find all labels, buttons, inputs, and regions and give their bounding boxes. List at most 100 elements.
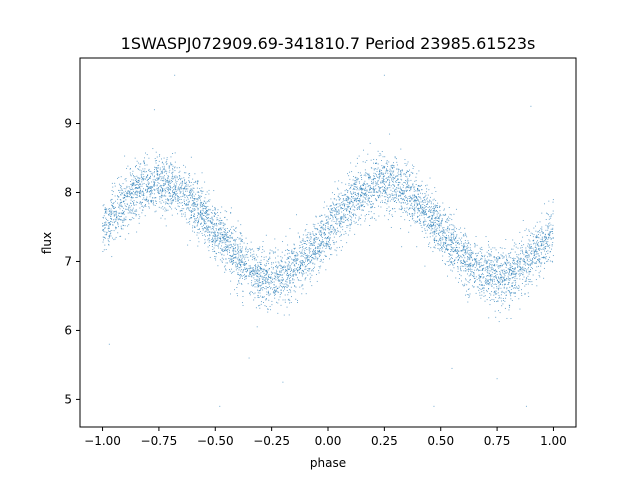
data-point [187,197,189,199]
data-point [112,212,114,214]
data-point [343,200,345,201]
data-point [287,257,288,259]
data-point [511,270,513,272]
data-point [371,207,373,209]
data-point [350,193,352,195]
data-point [325,245,327,247]
data-point [148,168,150,170]
data-point [326,244,328,246]
data-point [106,212,108,214]
data-point [413,220,415,222]
data-point [310,236,312,238]
data-point [309,256,311,257]
data-point [435,218,437,220]
data-point [452,242,454,244]
data-point [497,256,499,258]
data-point [256,272,258,274]
data-point [453,213,455,215]
data-point [363,149,364,151]
data-point [339,236,341,238]
data-point [302,238,304,240]
data-point [145,188,147,190]
data-point [500,265,502,267]
data-point [399,174,401,176]
data-point [510,269,512,271]
data-point [304,250,306,252]
data-point [366,173,368,174]
data-point [217,215,219,216]
data-point [136,201,138,203]
data-point [370,207,372,209]
data-point [177,197,179,199]
data-point [535,269,537,271]
data-point [240,240,242,242]
data-point [178,171,180,173]
data-point [340,223,342,225]
data-point [358,219,359,221]
data-point [252,248,253,250]
data-point [434,231,436,233]
data-point [162,189,164,191]
data-point [289,276,291,278]
data-point [254,279,256,281]
data-point [278,277,279,279]
data-point [543,267,545,269]
data-point [442,241,444,243]
data-point [191,209,193,211]
data-point [409,190,411,192]
data-point [393,165,395,166]
data-point [280,271,282,273]
data-point [289,256,291,257]
data-point [551,244,553,245]
data-point [197,212,199,214]
data-point [163,171,165,173]
data-point [468,268,470,270]
data-point [213,226,215,228]
data-point [338,213,340,215]
data-point [260,275,262,277]
data-point [424,199,426,201]
data-point [400,172,402,174]
data-point [465,249,467,251]
data-point [339,205,341,207]
data-point [204,241,206,243]
data-point [416,208,418,210]
data-point [480,281,482,283]
data-point [386,189,388,191]
data-point [406,189,408,191]
data-point [382,192,383,194]
data-point [305,257,307,259]
data-point [165,178,167,180]
data-point [257,270,259,272]
data-point [494,263,496,265]
data-point [324,228,326,230]
data-point [476,261,478,263]
data-point [479,247,481,249]
data-point [108,213,109,215]
data-point [412,183,414,185]
data-point [468,265,470,267]
data-point [504,262,506,264]
data-point [343,210,344,211]
data-point [401,193,403,195]
data-point [293,269,294,270]
data-point [530,232,532,234]
data-point [212,225,214,227]
data-point [303,254,305,256]
data-point [308,248,310,250]
data-point [456,235,457,237]
data-point [348,206,350,207]
data-point [430,221,431,223]
data-point [209,218,211,220]
data-point [363,184,364,186]
data-point [340,216,342,218]
data-point [486,289,488,291]
data-point [254,271,256,273]
data-point [376,191,378,193]
data-point [121,219,123,221]
data-point [537,249,539,250]
data-point [432,232,434,234]
data-point [208,231,210,232]
data-point [540,265,542,267]
data-point [201,191,203,192]
